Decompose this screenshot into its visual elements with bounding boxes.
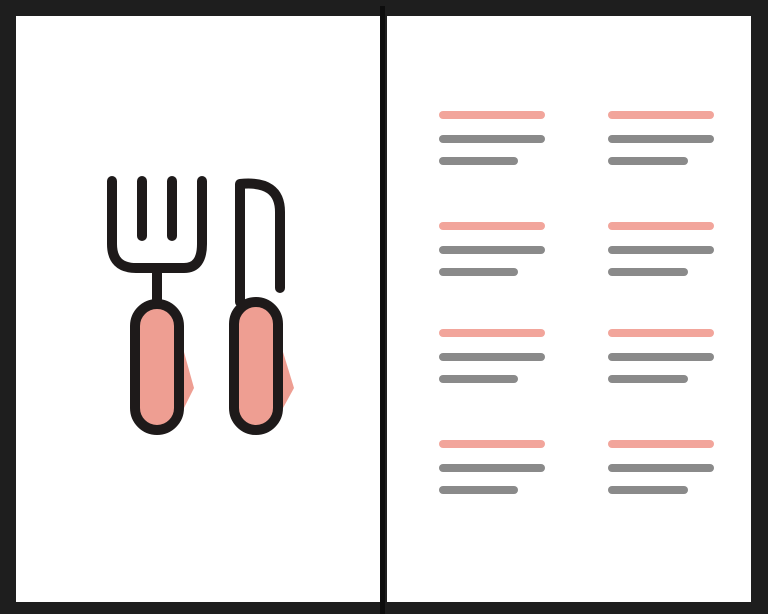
menu-item (439, 111, 547, 165)
fork-icon (107, 176, 207, 435)
menu-item (439, 222, 547, 276)
menu-item-price-placeholder (608, 486, 688, 494)
menu-item-price-placeholder (439, 268, 518, 276)
menu-item-title-placeholder (608, 222, 714, 230)
menu-item-description-placeholder (608, 464, 714, 472)
menu-item-description-placeholder (439, 246, 545, 254)
menu-item-title-placeholder (608, 329, 714, 337)
menu-item-price-placeholder (608, 157, 688, 165)
menu-item-price-placeholder (439, 486, 518, 494)
menu-item-description-placeholder (439, 135, 545, 143)
menu-item-price-placeholder (608, 375, 688, 383)
menu-item-title-placeholder (439, 329, 545, 337)
menu-item (608, 111, 716, 165)
menu-items-page (387, 16, 751, 602)
menu-item-title-placeholder (439, 111, 545, 119)
menu-item-description-placeholder (608, 353, 714, 361)
menu-item-price-placeholder (439, 157, 518, 165)
menu-item-title-placeholder (439, 440, 545, 448)
menu-item-title-placeholder (608, 111, 714, 119)
menu-item-description-placeholder (608, 246, 714, 254)
menu-item (608, 440, 716, 494)
menu-item (439, 440, 547, 494)
menu-item-title-placeholder (439, 222, 545, 230)
menu-item-description-placeholder (439, 464, 545, 472)
fork-and-knife-icon (107, 176, 294, 435)
menu-item (608, 222, 716, 276)
menu-item-title-placeholder (608, 440, 714, 448)
menu-item-price-placeholder (439, 375, 518, 383)
menu-item (439, 329, 547, 383)
menu-item (608, 329, 716, 383)
knife-icon (229, 178, 294, 435)
menu-item-description-placeholder (608, 135, 714, 143)
menu-cover-page (16, 16, 380, 602)
menu-item-description-placeholder (439, 353, 545, 361)
menu-item-price-placeholder (608, 268, 688, 276)
menu-spine (380, 6, 385, 614)
